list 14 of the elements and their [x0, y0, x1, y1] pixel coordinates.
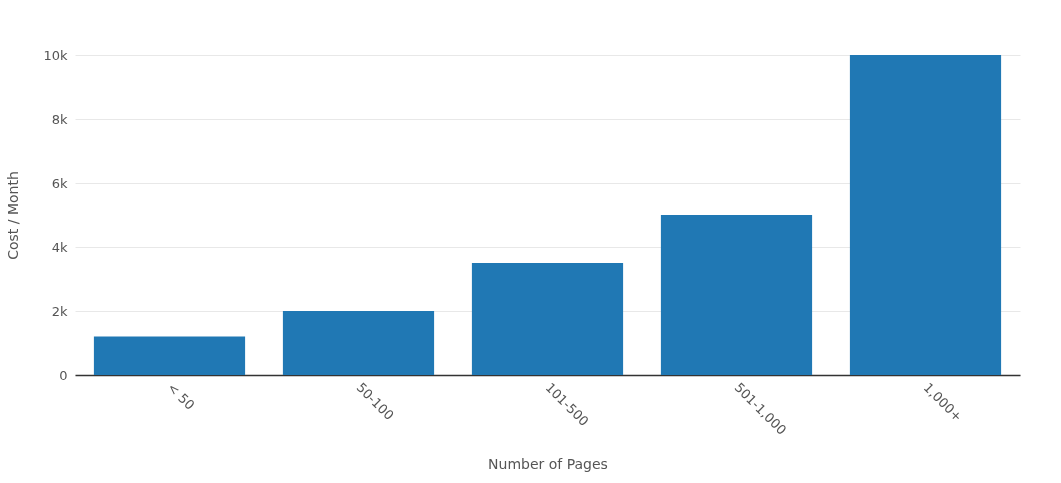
bar	[849, 55, 1002, 375]
y-tick-label: 8k	[51, 111, 68, 127]
y-tick-label: 4k	[51, 239, 68, 255]
y-axis-title: Cost / Month	[5, 171, 22, 260]
y-tick-label: 10k	[43, 47, 68, 63]
bar	[660, 215, 813, 375]
x-axis-title: Number of Pages	[488, 455, 608, 472]
y-tick-label: 2k	[51, 303, 68, 319]
y-tick-label: 0	[59, 367, 68, 383]
x-tick-label: < 50	[164, 379, 198, 413]
bar	[282, 311, 435, 375]
bar	[471, 263, 624, 375]
y-tick-label: 6k	[51, 175, 68, 191]
bar	[93, 336, 246, 375]
